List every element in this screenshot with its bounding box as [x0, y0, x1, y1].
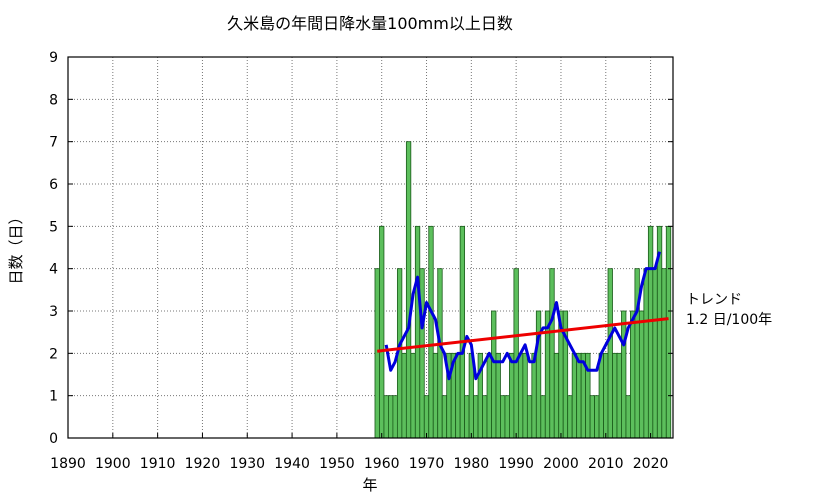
x-tick-label: 1990: [498, 456, 534, 472]
bar-2019: [643, 268, 649, 439]
x-axis-label: 年: [362, 476, 377, 494]
trend-annotation-title: トレンド: [686, 292, 742, 308]
bar-1963: [392, 395, 398, 439]
trend-annotation-rate: 1.2 日/100年: [686, 312, 772, 328]
bar-1979: [464, 395, 470, 439]
bar-1992: [522, 352, 528, 439]
bar-2007: [589, 395, 595, 439]
lines: [377, 251, 669, 381]
x-tick-label: 1940: [274, 456, 310, 472]
x-tick-label: 1930: [229, 456, 265, 472]
bar-1972: [432, 352, 439, 439]
bar-1983: [482, 395, 488, 439]
bar-2002: [567, 395, 573, 439]
bar-1990: [513, 268, 519, 439]
bar-1987: [500, 395, 506, 439]
bar-1989: [509, 352, 515, 439]
x-tick-label: 2000: [543, 456, 579, 472]
bar-1999: [553, 352, 560, 439]
bar-2023: [661, 268, 667, 439]
x-tick-label: 1960: [364, 456, 400, 472]
y-axis-ticks: 0 1 2 3 4 5 6 7 8 9: [49, 50, 673, 447]
bar-1974: [441, 395, 448, 439]
bar-2013: [616, 352, 622, 439]
bar-1986: [495, 352, 501, 439]
bar-2024: [665, 225, 672, 439]
x-tick-label: 2020: [633, 456, 669, 472]
bar-1988: [504, 395, 510, 439]
bar-1984: [486, 352, 492, 439]
x-tick-label: 1920: [185, 456, 221, 472]
bar-2014: [621, 310, 627, 439]
x-tick-label: 1910: [140, 456, 176, 472]
bar-1968: [414, 225, 421, 439]
bar-2008: [594, 395, 600, 439]
bar-1966: [405, 141, 412, 439]
x-tick-label: 1970: [409, 456, 445, 472]
y-tick-label: 9: [49, 50, 58, 66]
bar-1995: [535, 310, 542, 439]
x-axis-ticks: 1890 1900 1910 1920 1930 1940 1950 1960 1970 1980…: [50, 433, 668, 472]
bar-1959: [374, 268, 380, 439]
y-axis-label: 日数（日）: [7, 209, 25, 284]
bar-1962: [388, 395, 394, 439]
bar-2009: [598, 352, 604, 439]
bar-2012: [612, 352, 618, 439]
x-tick-label: 2010: [588, 456, 624, 472]
bar-1981: [473, 395, 479, 439]
bar-1967: [410, 352, 416, 439]
y-tick-label: 0: [49, 431, 58, 447]
y-tick-label: 1: [49, 389, 58, 405]
bar-1991: [517, 352, 524, 439]
y-tick-label: 3: [49, 304, 58, 320]
y-tick-label: 6: [49, 177, 58, 193]
moving-average-line: [384, 251, 662, 381]
bar-2021: [652, 268, 658, 439]
chart-title: 久米島の年間日降水量100mm以上日数: [227, 14, 513, 33]
bar-1965: [401, 352, 407, 439]
y-tick-label: 8: [49, 92, 58, 108]
bar-2020: [647, 225, 654, 439]
bar-2015: [625, 395, 631, 439]
bar-2010: [603, 352, 609, 439]
x-tick-label: 1900: [95, 456, 131, 472]
bar-1970: [423, 395, 430, 439]
trend-line: [377, 317, 669, 353]
bar-1994: [531, 352, 537, 439]
y-tick-label: 5: [49, 219, 58, 235]
bar-1973: [437, 268, 443, 439]
bar-2003: [571, 352, 578, 439]
x-tick-label: 1950: [319, 456, 355, 472]
bar-1998: [549, 268, 555, 439]
bar-1997: [544, 310, 551, 439]
y-tick-label: 7: [49, 135, 58, 151]
bar-1978: [459, 225, 466, 439]
bar-1977: [455, 352, 461, 439]
x-tick-label: 1980: [454, 456, 490, 472]
bars: [374, 141, 672, 439]
bar-2011: [607, 268, 613, 439]
plot-frame: [67, 56, 674, 439]
bar-1971: [428, 225, 434, 439]
bar-2004: [576, 352, 582, 439]
bar-1960: [379, 225, 385, 439]
y-tick-label: 4: [49, 262, 58, 278]
bar-1993: [526, 395, 533, 439]
x-tick-label: 1890: [50, 456, 86, 472]
bar-1961: [383, 395, 389, 439]
y-tick-label: 2: [49, 346, 58, 362]
bar-1996: [540, 395, 546, 439]
bar-2016: [630, 310, 636, 439]
bar-2018: [638, 310, 645, 439]
bar-1985: [491, 310, 497, 439]
